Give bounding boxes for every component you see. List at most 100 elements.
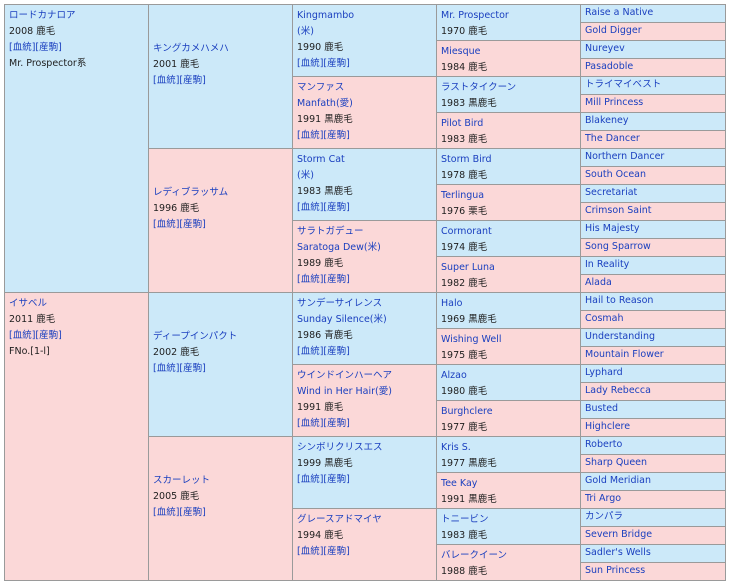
gen5-ancestor-name-link[interactable]: Gold Digger (585, 25, 642, 36)
great-grandparent-name-link[interactable]: Storm Cat (297, 154, 345, 165)
great-grandparent-bloodline-link[interactable]: [血統][産駒] (297, 418, 350, 429)
pedigree-row: Mill Princess (5, 94, 726, 113)
gen5-ancestor-name-link[interactable]: Crimson Saint (585, 205, 652, 216)
grandparent-bloodline-link[interactable]: [血統][産駒] (153, 363, 206, 374)
grandparent-name-link[interactable]: ディープインパクト (153, 331, 238, 342)
gen5-ancestor-name-link[interactable]: Highclere (585, 421, 631, 432)
gen5-ancestor-name-link[interactable]: Nureyev (585, 43, 625, 54)
gen4-ancestor-name-link[interactable]: Storm Bird (441, 154, 492, 165)
gen5-ancestor-name-link[interactable]: Tri Argo (585, 493, 622, 504)
pedigree-row: Highclere (5, 418, 726, 437)
grandparent-name-link[interactable]: レディブラッサム (153, 187, 229, 198)
birth-year: 1983 (441, 134, 466, 145)
birth-year: 1991 (297, 114, 322, 125)
gen5-ancestor-cell: Alada (580, 274, 726, 293)
gen4-ancestor-name-link[interactable]: Alzao (441, 370, 467, 381)
gen5-ancestor-name-link[interactable]: Lyphard (585, 367, 623, 378)
gen5-ancestor-name-link[interactable]: In Reality (585, 259, 630, 270)
gen5-ancestor-name-link[interactable]: Song Sparrow (585, 241, 651, 252)
gen4-ancestor-name-link[interactable]: バレークイーン (441, 550, 508, 561)
gen5-ancestor-name-link[interactable]: Severn Bridge (585, 529, 653, 540)
gen5-ancestor-name-link[interactable]: Sadler's Wells (585, 547, 651, 558)
gen4-ancestor-name-link[interactable]: Miesque (441, 46, 481, 57)
great-grandparent-bloodline-link[interactable]: [血統][産駒] (297, 474, 350, 485)
gen5-ancestor-name-link[interactable]: His Majesty (585, 223, 640, 234)
great-grandparent-bloodline-link[interactable]: [血統][産駒] (297, 130, 350, 141)
gen4-ancestor-name-link[interactable]: Kris S. (441, 442, 471, 453)
great-grandparent-origin-link[interactable]: (米) (297, 26, 314, 37)
birth-year-color: 1980 鹿毛 (441, 384, 576, 400)
great-grandparent-name-link[interactable]: グレースアドマイヤ (297, 514, 382, 525)
grandparent-bloodline-link[interactable]: [血統][産駒] (153, 75, 206, 86)
gen5-ancestor-cell: Northern Dancer (580, 148, 726, 167)
sire-bloodline-link[interactable]: [血統][産駒] (9, 42, 62, 53)
gen5-ancestor-name-link[interactable]: Mountain Flower (585, 349, 664, 360)
coat-color: 鹿毛 (468, 566, 488, 577)
gen5-ancestor-name-link[interactable]: Mill Princess (585, 97, 644, 108)
dam-name-link[interactable]: イサベル (9, 298, 48, 309)
gen5-ancestor-name-link[interactable]: Secretariat (585, 187, 638, 198)
gen5-ancestor-name-link[interactable]: Northern Dancer (585, 151, 665, 162)
gen4-ancestor-name-link[interactable]: Terlingua (441, 190, 485, 201)
gen5-ancestor-name-link[interactable]: カンパラ (585, 511, 624, 522)
great-grandparent-bloodline-link[interactable]: [血統][産駒] (297, 274, 350, 285)
great-grandparent-name-link[interactable]: シンボリクリスエス (297, 442, 383, 453)
gen4-ancestor-name-link[interactable]: Wishing Well (441, 334, 502, 345)
great-grandparent-name-link[interactable]: ウインドインハーヘア (297, 370, 393, 381)
gen5-ancestor-name-link[interactable]: Raise a Native (585, 7, 654, 18)
gen5-ancestor-name-link[interactable]: Sharp Queen (585, 457, 648, 468)
gen5-ancestor-name-link[interactable]: Cosmah (585, 313, 624, 324)
gen5-ancestor-name-link[interactable]: South Ocean (585, 169, 647, 180)
coat-color: 鹿毛 (180, 347, 200, 358)
gen5-ancestor-name-link[interactable]: Busted (585, 403, 619, 414)
great-grandparent-name-link[interactable]: マンファス (297, 82, 345, 93)
gen4-ancestor-name-link[interactable]: Burghclere (441, 406, 493, 417)
gen4-ancestor-name-link[interactable]: トニービン (441, 514, 489, 525)
gen5-ancestor-name-link[interactable]: Alada (585, 277, 612, 288)
gen4-ancestor-name-link[interactable]: Halo (441, 298, 463, 309)
gen4-ancestor-name-link[interactable]: Mr. Prospector (441, 10, 509, 21)
gen4-ancestor-cell: Storm Bird 1978 鹿毛 (436, 148, 581, 185)
gen4-ancestor-name-link[interactable]: Super Luna (441, 262, 495, 273)
grandparent-name-link[interactable]: キングカメハメハ (153, 43, 229, 54)
great-grandparent-bloodline-link[interactable]: [血統][産駒] (297, 546, 350, 557)
gen4-ancestor-name-link[interactable]: Pilot Bird (441, 118, 484, 129)
gen4-ancestor-name-link[interactable]: Tee Kay (441, 478, 478, 489)
pedigree-row: サラトガデュー Saratoga Dew(米) 1989 鹿毛 [血統][産駒] Cor… (5, 220, 726, 293)
gen5-ancestor-name-link[interactable]: Lady Rebecca (585, 385, 651, 396)
gen5-ancestor-name-link[interactable]: Gold Meridian (585, 475, 651, 486)
gen5-ancestor-name-link[interactable]: Understanding (585, 331, 655, 342)
grandparent-name-link[interactable]: スカーレット (153, 475, 211, 486)
gen5-ancestor-name-link[interactable]: Roberto (585, 439, 623, 450)
grandparent-bloodline-link[interactable]: [血統][産駒] (153, 219, 206, 230)
gen5-ancestor-name-link[interactable]: Pasadoble (585, 61, 634, 72)
great-grandparent-bloodline-link[interactable]: [血統][産駒] (297, 58, 350, 69)
great-grandparent-bloodline-link[interactable]: [血統][産駒] (297, 202, 350, 213)
great-grandparent-name-link[interactable]: サラトガデュー (297, 226, 364, 237)
grandparent-bloodline-link[interactable]: [血統][産駒] (153, 507, 206, 518)
gen5-ancestor-name-link[interactable]: Blakeney (585, 115, 629, 126)
sire-name-link[interactable]: ロードカナロア (9, 10, 76, 21)
great-grandparent-cell: サラトガデュー Saratoga Dew(米) 1989 鹿毛 [血統][産駒] (292, 220, 437, 293)
great-grandparent-origin-link[interactable]: Manfath(愛) (297, 98, 353, 109)
great-grandparent-origin-link[interactable]: Wind in Her Hair(愛) (297, 386, 392, 397)
pedigree-row: Alada (5, 274, 726, 293)
great-grandparent-bloodline-link[interactable]: [血統][産駒] (297, 346, 350, 357)
gen5-ancestor-name-link[interactable]: Sun Princess (585, 565, 646, 576)
gen5-ancestor-name-link[interactable]: The Dancer (585, 133, 640, 144)
dam-bloodline-link[interactable]: [血統][産駒] (9, 330, 62, 341)
gen5-ancestor-name-link[interactable]: トライマイベスト (585, 79, 662, 90)
gen4-ancestor-cell: Cormorant 1974 鹿毛 (436, 220, 581, 257)
great-grandparent-origin-link[interactable]: Saratoga Dew(米) (297, 242, 381, 253)
great-grandparent-name-link[interactable]: サンデーサイレンス (297, 298, 383, 309)
great-grandparent-origin-link[interactable]: Sunday Silence(米) (297, 314, 387, 325)
gen4-ancestor-name-link[interactable]: ラストタイクーン (441, 82, 517, 93)
gen4-ancestor-cell: Halo 1969 黒鹿毛 (436, 292, 581, 329)
gen4-ancestor-cell: トニービン 1983 鹿毛 (436, 508, 581, 545)
birth-year-color: 1970 鹿毛 (441, 24, 576, 40)
gen4-ancestor-name-link[interactable]: Cormorant (441, 226, 492, 237)
gen4-ancestor-cell: Terlingua 1976 栗毛 (436, 184, 581, 221)
great-grandparent-origin-link[interactable]: (米) (297, 170, 314, 181)
great-grandparent-name-link[interactable]: Kingmambo (297, 10, 355, 21)
gen5-ancestor-name-link[interactable]: Hail to Reason (585, 295, 654, 306)
